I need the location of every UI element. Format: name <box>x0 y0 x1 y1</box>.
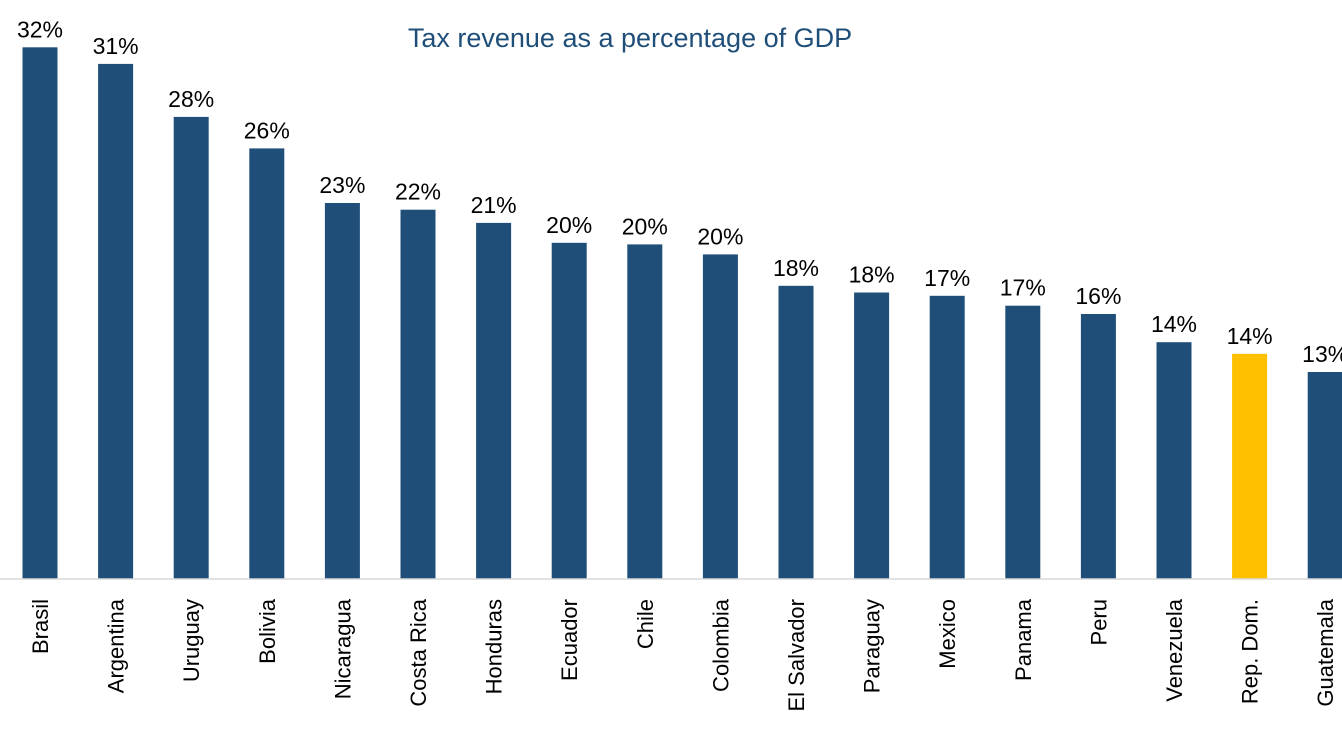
data-label-paraguay: 18% <box>849 262 895 288</box>
bar-costa-rica <box>400 209 436 579</box>
bar-colombia <box>702 254 738 579</box>
data-label-bolivia: 26% <box>244 117 290 143</box>
bar-uruguay <box>173 116 209 580</box>
chart-title: Tax revenue as a percentage of GDP <box>408 23 852 53</box>
bar-peru <box>1080 314 1116 579</box>
x-tick-label-mexico: Mexico <box>935 599 960 669</box>
x-tick-label-colombia: Colombia <box>708 598 733 692</box>
data-label-uruguay: 28% <box>168 86 214 112</box>
data-label-chile: 20% <box>622 213 668 239</box>
bar-nicaragua <box>324 203 360 579</box>
x-tick-label-uruguay: Uruguay <box>179 599 204 682</box>
bar-honduras <box>476 222 512 579</box>
bar-el-salvador <box>778 285 814 579</box>
data-label-nicaragua: 23% <box>319 172 365 198</box>
x-tick-label-venezuela: Venezuela <box>1162 598 1187 702</box>
data-labels-group: 32% 31% 28% 26% 23% 22% 21% 20% 20% 20% 18% 18% 17% 1… <box>17 16 1342 367</box>
bar-brasil <box>22 47 58 580</box>
data-label-brasil: 32% <box>17 16 63 42</box>
x-tick-label-ecuador: Ecuador <box>557 599 582 681</box>
data-label-rep-dom: 14% <box>1227 323 1273 349</box>
bar-paraguay <box>854 292 890 579</box>
data-label-el-salvador: 18% <box>773 255 819 281</box>
data-label-costa-rica: 22% <box>395 179 441 205</box>
data-label-venezuela: 14% <box>1151 311 1197 337</box>
data-label-argentina: 31% <box>93 33 139 59</box>
data-label-ecuador: 20% <box>546 212 592 238</box>
x-tick-label-argentina: Argentina <box>104 598 129 693</box>
x-tick-label-honduras: Honduras <box>482 599 507 694</box>
data-label-mexico: 17% <box>924 265 970 291</box>
data-label-honduras: 21% <box>471 192 517 218</box>
x-tick-label-guatemala: Guatemala <box>1313 598 1338 706</box>
x-tick-label-chile: Chile <box>633 599 658 649</box>
bar-chile <box>627 244 663 579</box>
x-tick-label-nicaragua: Nicaragua <box>330 598 355 699</box>
bar-argentina <box>98 63 134 579</box>
data-label-guatemala: 13% <box>1302 341 1342 367</box>
bar-mexico <box>929 295 965 579</box>
x-tick-label-panama: Panama <box>1011 598 1036 681</box>
x-tick-label-peru: Peru <box>1086 599 1111 645</box>
x-tick-label-costa-rica: Costa Rica <box>406 598 431 706</box>
x-tick-label-paraguay: Paraguay <box>860 599 885 693</box>
x-tick-label-brasil: Brasil <box>28 599 53 654</box>
bar-panama <box>1005 305 1041 579</box>
bar-bolivia <box>249 148 285 579</box>
bar-guatemala <box>1307 372 1342 579</box>
bars-group <box>22 47 1342 580</box>
x-tick-labels-group: Brasil Argentina Uruguay Bolivia Nicaragua Co… <box>28 598 1338 711</box>
bar-rep-dom <box>1232 353 1268 580</box>
bar-venezuela <box>1156 342 1192 579</box>
data-label-colombia: 20% <box>697 223 743 249</box>
bar-ecuador <box>551 242 587 580</box>
data-label-peru: 16% <box>1075 283 1121 309</box>
x-tick-label-el-salvador: El Salvador <box>784 599 809 712</box>
data-label-panama: 17% <box>1000 275 1046 301</box>
x-tick-label-bolivia: Bolivia <box>255 598 280 664</box>
x-tick-label-rep-dom: Rep. Dom. <box>1238 599 1263 704</box>
